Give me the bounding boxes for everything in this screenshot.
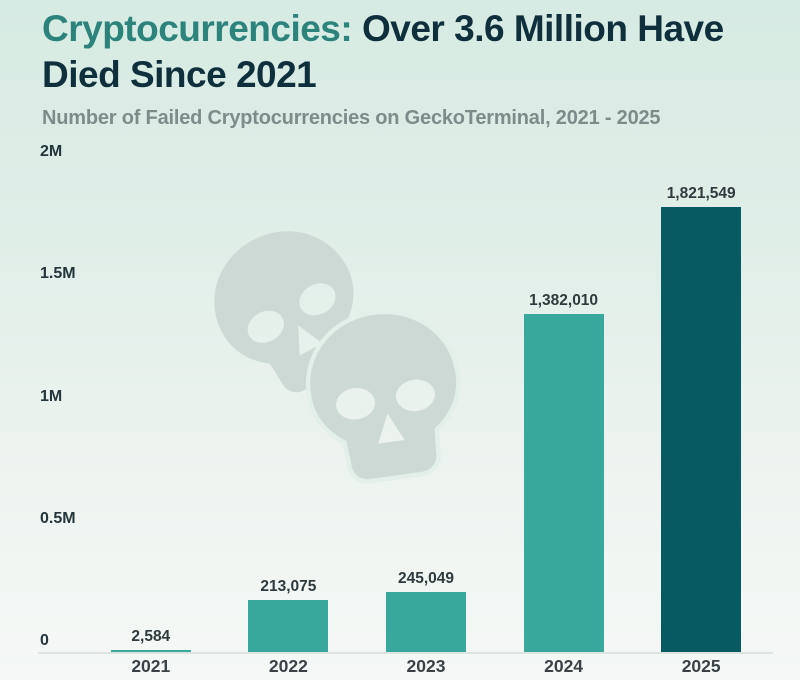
bar-value-label: 1,821,549	[666, 184, 736, 202]
bar-2021	[110, 650, 191, 652]
x-axis-baseline	[38, 652, 773, 654]
page-title: Cryptocurrencies: Over 3.6 Million Have …	[42, 6, 766, 98]
bar-group-2024: 1,382,010	[495, 163, 633, 652]
bar-value-label: 245,049	[397, 570, 454, 588]
bar-2025	[661, 206, 742, 652]
chart-subtitle: Number of Failed Cryptocurrencies on Gec…	[42, 106, 661, 129]
x-axis-labels: 2021 2022 2023 2024 2025	[82, 656, 770, 677]
y-tick-label: 2M	[40, 143, 63, 160]
x-axis-label-2022: 2022	[268, 656, 308, 676]
bar-group-2021: 2,584	[82, 163, 220, 652]
x-axis-label-2023: 2023	[406, 656, 446, 676]
bar-value-label: 1,382,010	[529, 292, 599, 310]
bar-group-2022: 213,075	[220, 163, 358, 652]
x-axis-label-2024: 2024	[544, 656, 584, 676]
bar-value-label: 2,584	[131, 628, 171, 645]
x-axis-label-2025: 2025	[681, 656, 721, 676]
bar-2024	[523, 314, 604, 652]
bar-group-2023: 245,049	[357, 163, 495, 652]
x-axis-label-2021: 2021	[131, 656, 171, 676]
bar-group-2025: 1,821,549	[632, 163, 770, 652]
bar-2022	[248, 599, 329, 652]
title-highlight: Cryptocurrencies:	[42, 8, 353, 49]
title-rest: Over 3.6 Million Have Died Since 2021	[42, 8, 724, 95]
y-tick-label: 1.5M	[40, 265, 76, 283]
y-tick-label: 1M	[40, 387, 63, 405]
header: Cryptocurrencies: Over 3.6 Million Have …	[42, 6, 766, 130]
bar-2023	[385, 592, 466, 652]
bar-value-label: 213,075	[260, 577, 317, 595]
y-tick-label: 0	[40, 632, 49, 649]
bars-area: 2,584 213,075 245,049 1,382,010 1,821,549	[82, 163, 770, 652]
y-tick-label: 0.5M	[40, 509, 76, 527]
